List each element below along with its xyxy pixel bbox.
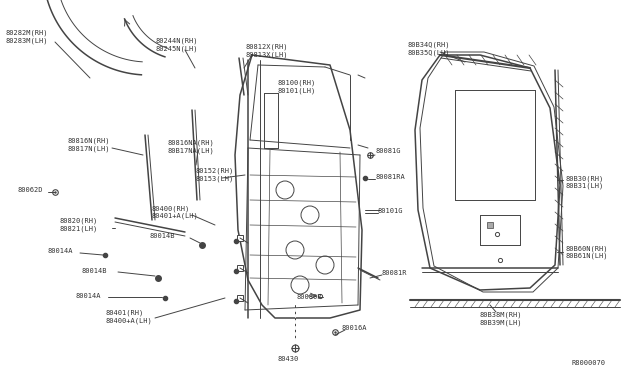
Text: 80B38M(RH)
80B39M(LH): 80B38M(RH) 80B39M(LH) — [480, 312, 522, 326]
Text: 80100(RH)
80101(LH): 80100(RH) 80101(LH) — [278, 80, 316, 94]
Text: 80152(RH)
80153(LH): 80152(RH) 80153(LH) — [196, 168, 234, 182]
Text: 80080P: 80080P — [296, 294, 322, 300]
Text: 80812X(RH)
80813X(LH): 80812X(RH) 80813X(LH) — [245, 44, 287, 58]
Text: 80244N(RH)
80245N(LH): 80244N(RH) 80245N(LH) — [155, 38, 198, 52]
Text: 80014A: 80014A — [75, 293, 100, 299]
Text: R8000070: R8000070 — [572, 360, 606, 366]
Text: 80816NA(RH)
80B17NA(LH): 80816NA(RH) 80B17NA(LH) — [168, 140, 215, 154]
Text: 80081G: 80081G — [375, 148, 401, 154]
Text: 80B34Q(RH)
80B35Q(LH): 80B34Q(RH) 80B35Q(LH) — [408, 42, 451, 56]
Text: 80B30(RH)
80B31(LH): 80B30(RH) 80B31(LH) — [565, 175, 604, 189]
Text: 80816N(RH)
80817N(LH): 80816N(RH) 80817N(LH) — [68, 138, 111, 152]
Text: 80430: 80430 — [278, 356, 300, 362]
Text: 80081R: 80081R — [382, 270, 408, 276]
Text: 80016A: 80016A — [342, 325, 367, 331]
Text: 80400(RH)
80401+A(LH): 80400(RH) 80401+A(LH) — [152, 205, 199, 219]
Text: 80820(RH)
80821(LH): 80820(RH) 80821(LH) — [60, 218, 99, 232]
Text: 80282M(RH)
80283M(LH): 80282M(RH) 80283M(LH) — [5, 30, 47, 44]
Text: 80062D: 80062D — [18, 187, 44, 193]
Text: 80B60N(RH)
80B61N(LH): 80B60N(RH) 80B61N(LH) — [565, 245, 607, 259]
Text: 80014B: 80014B — [150, 233, 175, 239]
Text: 80014B: 80014B — [82, 268, 108, 274]
Text: 80401(RH)
80400+A(LH): 80401(RH) 80400+A(LH) — [105, 310, 152, 324]
Text: 80101G: 80101G — [378, 208, 403, 214]
Text: 80081RA: 80081RA — [375, 174, 404, 180]
Text: 80014A: 80014A — [48, 248, 74, 254]
